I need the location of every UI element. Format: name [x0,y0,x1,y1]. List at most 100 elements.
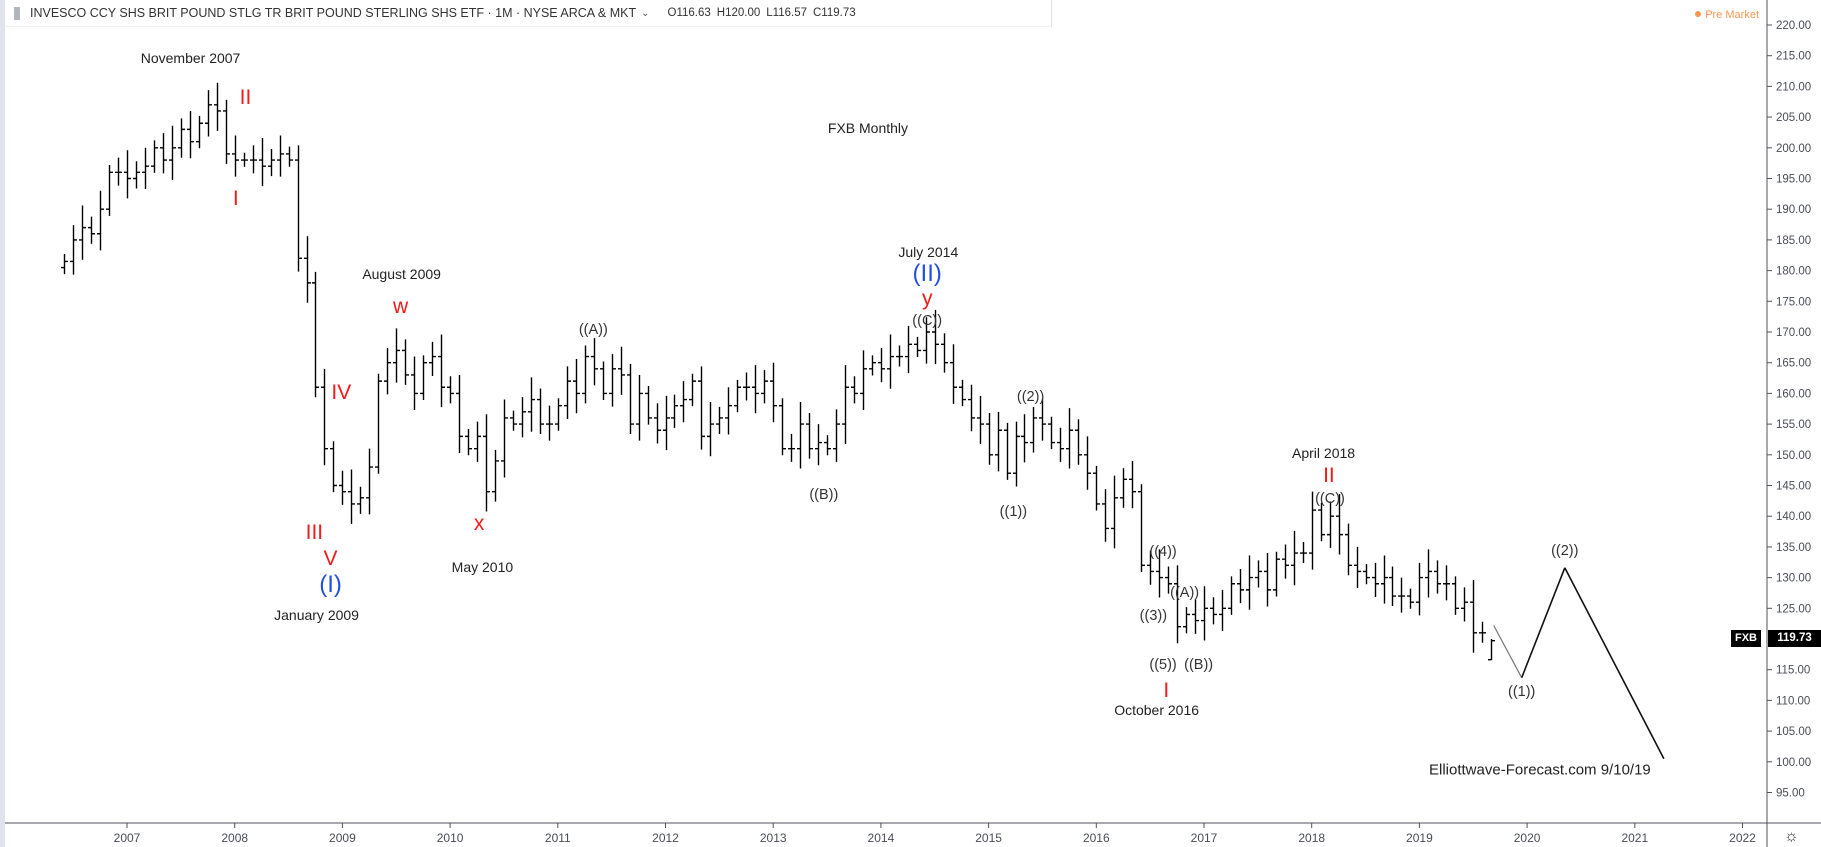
wave-label: III [305,520,324,544]
ohlc-bar [447,376,454,404]
ohlc-bar [1345,523,1352,576]
flag-icon[interactable] [14,6,20,20]
projection-segment [1564,567,1665,760]
ohlc-bar [860,350,867,410]
time-tick-label: 2016 [1083,831,1110,845]
gear-icon[interactable]: ☼ [1784,828,1799,845]
ohlc-bar [698,366,705,450]
ohlc-bar [779,398,786,456]
ohlc-bar [1327,501,1334,548]
ohlc-bar [1183,607,1190,634]
ohlc-bar [411,356,418,410]
ohlc-bar [483,414,490,512]
ohlc-bar [564,366,571,419]
ohlc-bar [636,374,643,441]
wave-projection [1493,567,1665,760]
ohlc-bar [1282,544,1289,579]
price-tick-label: 125.00 [1776,603,1811,615]
time-tick-label: 2011 [545,831,571,845]
ohlc-bar [770,362,777,423]
ohlc-bar [707,401,714,457]
projection-segment [1520,567,1566,678]
ohlc-bar [761,370,768,404]
ohlc-bar [241,152,248,167]
ohlc-bar [950,344,957,404]
ohlc-bar [1291,530,1298,586]
ohlc-bar [1174,565,1181,644]
time-axis[interactable]: 2007 2008 2009 2010 2011 2012 2013 2014 2015 2016… [114,823,1757,845]
date-annotation: November 2007 [140,49,241,66]
pre-market-indicator: Pre Market [1695,9,1759,21]
price-tick-label: 155.00 [1776,419,1811,431]
ohlc-bar [1425,549,1432,598]
wave-label: ((C)) [1315,491,1345,507]
ohlc-bar [124,150,131,199]
ohlc-bar [941,333,948,373]
ohlc-bar [1488,639,1495,661]
symbol-price-tag: FXB [1731,630,1761,647]
price-tick-label: 115.00 [1776,665,1810,677]
time-tick-label: 2013 [760,831,787,845]
chevron-down-icon[interactable]: ⌄ [641,7,650,19]
ohlc-bar [214,82,221,131]
price-tick-label: 180.00 [1776,266,1811,278]
wave-label: (I) [319,570,342,598]
status-dot-icon [1695,11,1702,17]
ohlc-bar [725,387,732,435]
ohlc-bar [627,363,634,435]
ohlc-bar [438,334,445,408]
ohlc-bar [806,413,813,459]
ohlc-bar [456,374,463,453]
time-tick-label: 2014 [868,831,895,845]
ohlc-bar [1219,589,1226,632]
wave-label: ((A)) [578,322,608,339]
ohlc-bar [932,309,939,365]
ohlc-bar [1075,419,1082,465]
ohlc-bar [61,254,68,275]
symbol-title[interactable]: INVESCO CCY SHS BRIT POUND STLG TR BRIT … [30,6,637,20]
ohlc-bar [618,346,625,395]
ohlc-bar [1416,562,1423,616]
high-value: H120.00 [716,7,761,19]
ohlc-bar [977,395,984,444]
wave-label: ((1)) [999,503,1028,520]
open-value: O116.63 [667,7,711,19]
ohlc-bar [537,388,544,435]
date-annotation: July 2014 [898,244,959,261]
wave-label: ((3)) [1139,608,1168,625]
price-tick-label: 110.00 [1776,695,1810,707]
price-tick-label: 95.00 [1776,788,1805,800]
ohlc-bar [205,90,212,137]
date-annotation: August 2009 [362,266,441,283]
wave-label: ((A)) [1170,584,1200,601]
ohlc-bar [375,373,382,474]
ohlc-bar [1102,489,1109,542]
ohlc-bar [97,190,104,251]
ohlc-bar [1389,566,1396,606]
ohlc-bar [1030,406,1037,453]
left-toolbar-edge [0,0,5,847]
ohlc-bar [420,355,427,401]
ohlc-bar [492,449,499,502]
wave-label: II [1323,464,1335,488]
date-annotation: January 2009 [274,607,359,624]
price-tick-label: 220.00 [1776,20,1811,32]
price-axis[interactable]: 220.00 215.00 210.00 205.00 200.00 195.00 190.… [1767,20,1811,800]
ohlc-bar [70,225,77,275]
projection-segment [1493,625,1523,678]
wave-label: x [473,511,485,535]
ohlc-bar [923,317,930,364]
ohlc-bar [869,355,876,376]
time-tick-label: 2019 [1406,831,1433,845]
ohlc-bar [743,372,750,401]
time-tick-label: 2018 [1298,831,1325,845]
pre-market-label: Pre Market [1705,9,1759,21]
ohlc-bar [591,338,598,386]
price-tick-label: 210.00 [1776,81,1811,93]
price-tick-label: 215.00 [1776,51,1811,63]
ohlc-bar [277,135,284,177]
wave-label: (II) [912,260,942,288]
ohlc-bar [1201,586,1208,641]
ohlc-bar [887,334,894,389]
